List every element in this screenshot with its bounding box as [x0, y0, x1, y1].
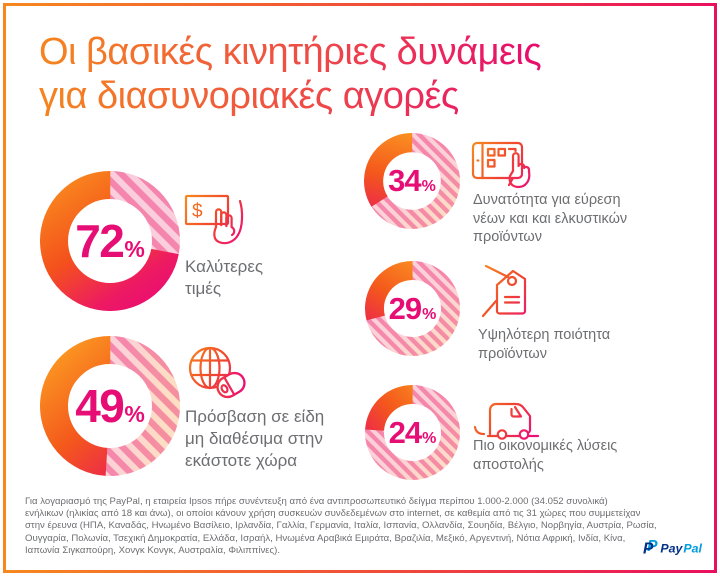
price-tag-icon	[481, 264, 527, 318]
donut-value-72: 72%	[75, 215, 145, 267]
paypal-wordmark-pay: Pay	[660, 542, 683, 556]
dollar-sign: $	[192, 201, 203, 222]
stat-label-access-items: Πρόσβαση σε είδη μη διαθέσιμα στην εκάστ…	[185, 407, 325, 470]
paypal-monogram-front: P	[643, 540, 654, 557]
delivery-van-icon	[473, 402, 540, 440]
stat-label-cheaper-shipping: Πιο οικονομικές λύσεις αποστολής	[473, 438, 618, 473]
banknote-hand-icon: $	[184, 194, 244, 245]
source-note: Για λογαριασμό της PayPal, η εταιρεία Ip…	[25, 496, 657, 556]
stat-better-prices: 72%	[40, 171, 180, 311]
paypal-monogram-back: P	[647, 538, 658, 555]
donut-value-34: 34%	[388, 163, 436, 198]
page-title: Οι βασικές κινητήριες δυνάμεις για διασυ…	[39, 30, 541, 118]
page-title-line2: για διασυνοριακές αγορές	[39, 75, 459, 117]
donut-value-24: 24%	[388, 414, 437, 450]
donut-chart-24	[365, 385, 460, 480]
donut-value-49: 49%	[75, 380, 145, 432]
globe-mouse-icon	[188, 346, 246, 399]
page-title-line1: Οι βασικές κινητήριες δυνάμεις	[39, 31, 542, 73]
donut-value-29: 29%	[388, 290, 437, 326]
tablet-hand-icon	[471, 141, 531, 189]
stat-label-better-prices: Καλύτερες τιμές	[185, 257, 264, 298]
paypal-logo: P P Pay Pal	[643, 538, 702, 557]
donut-chart-29	[365, 261, 460, 356]
stat-find-new-products: 34%	[364, 133, 460, 229]
stat-label-find-new-products: Δυνατότητα για εύρεση νέων και και ελκυσ…	[473, 192, 628, 245]
donut-chart-49	[40, 336, 180, 476]
donut-chart-34	[364, 133, 460, 229]
stat-higher-quality: 29%	[365, 261, 460, 356]
paypal-wordmark-pal: Pal	[683, 542, 702, 556]
stat-access-items: 49%	[40, 336, 180, 476]
stat-label-higher-quality: Υψηλότερη ποιότητα προϊόντων	[478, 327, 611, 362]
donut-chart-72	[40, 171, 180, 311]
stat-cheaper-shipping: 24%	[365, 385, 460, 480]
